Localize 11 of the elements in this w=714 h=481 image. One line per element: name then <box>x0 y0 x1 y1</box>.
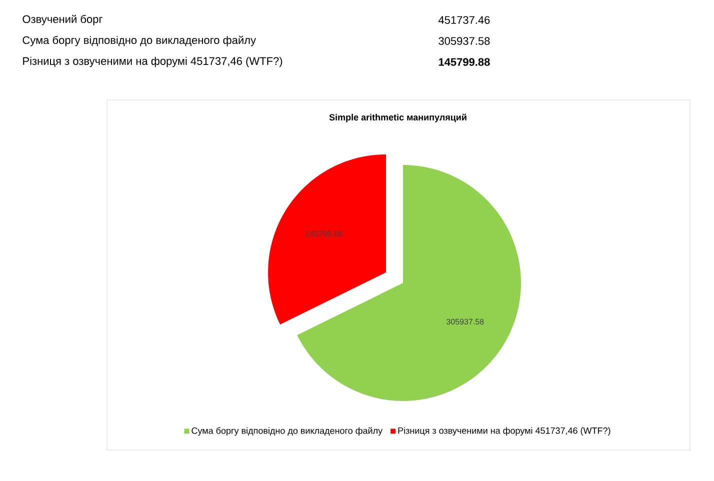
chart-title: Simple arithmetic манипуляций <box>329 114 466 122</box>
text: Сума боргу відповідно до викладеного файлу <box>22 36 256 46</box>
text: 451737.46 <box>438 16 490 24</box>
legend-label: Сума боргу відповідно до викладеного файлу <box>192 427 383 436</box>
text: Різниця з озвученими на форумі 451737,46 (WTF?) <box>23 56 282 68</box>
data-label: 145799.88 <box>306 230 342 237</box>
data-label: 305937.58 <box>446 318 484 324</box>
legend-label: Різниця з озвученими на форумі 451737,46 (WTF?) <box>398 427 610 436</box>
text: 145799.88 <box>438 58 490 66</box>
text: Озвучений борг <box>22 14 102 26</box>
text: 305937.58 <box>438 37 490 45</box>
